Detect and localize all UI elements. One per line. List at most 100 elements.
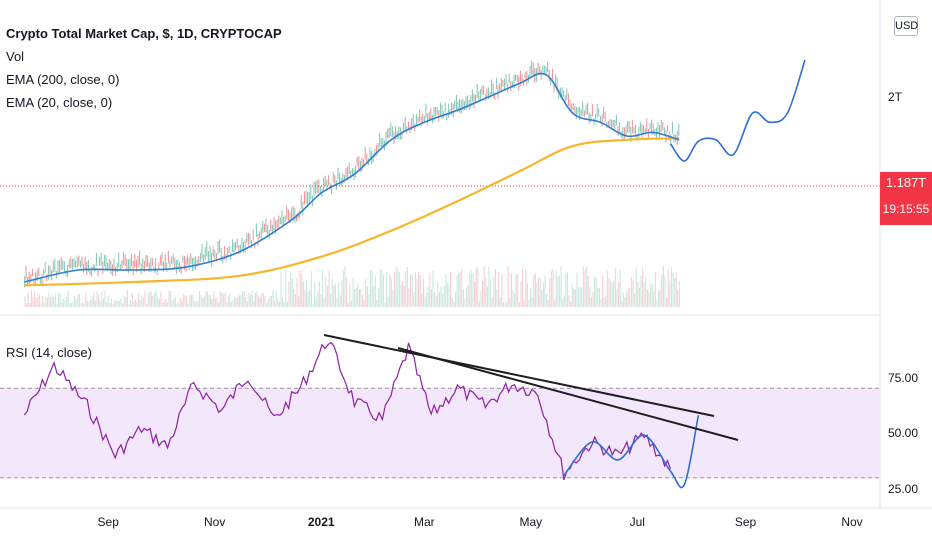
symbol-title[interactable]: Crypto Total Market Cap, $, 1D, CRYPTOCA…	[6, 26, 282, 41]
time-axis[interactable]: Sep Nov 2021 Mar May Jul Sep Nov	[98, 515, 863, 529]
volume-bar	[381, 270, 383, 307]
volume-bar	[387, 296, 389, 307]
volume-bar	[653, 290, 655, 307]
volume-bar	[557, 276, 559, 307]
volume-bar	[438, 292, 440, 307]
volume-bar	[250, 294, 252, 307]
volume-bar	[134, 299, 136, 307]
ema200-line	[24, 137, 680, 287]
volume-bar	[365, 278, 367, 307]
volume-bar	[566, 272, 568, 307]
legend-vol[interactable]: Vol	[6, 49, 25, 64]
main-pane	[0, 59, 880, 307]
volume-bar	[160, 291, 162, 307]
volume-bar	[245, 297, 247, 307]
volume-bar	[499, 298, 501, 307]
volume-bar	[613, 281, 615, 307]
volume-bar	[376, 299, 378, 307]
volume-bar	[125, 296, 127, 307]
volume-bar	[106, 302, 108, 307]
volume-bar	[589, 287, 591, 307]
volume-bar	[672, 272, 674, 307]
volume-bar	[203, 296, 205, 307]
volume-bar	[472, 273, 474, 307]
volume-bar	[354, 288, 356, 307]
currency-button[interactable]: USD	[894, 16, 918, 36]
volume-bar	[144, 290, 146, 307]
volume-bar	[298, 296, 300, 307]
volume-bar	[426, 293, 428, 307]
volume-bar	[430, 289, 432, 307]
volume-bar	[258, 295, 260, 307]
volume-bar	[542, 282, 544, 307]
volume-bar	[379, 269, 381, 307]
volume-bar	[661, 274, 663, 307]
legend-ema200[interactable]: EMA (200, close, 0)	[6, 72, 120, 87]
volume-bar	[406, 266, 408, 307]
rsi-projection-drawing[interactable]	[563, 414, 700, 489]
rsi-trendline-1[interactable]	[323, 334, 715, 417]
volume-bar	[74, 295, 76, 307]
volume-bar	[574, 289, 576, 307]
volume-bar	[35, 298, 37, 307]
volume-bar	[654, 272, 656, 307]
volume-bar	[126, 290, 128, 307]
volume-bar	[174, 297, 176, 307]
volume-bar	[485, 278, 487, 307]
volume-bar	[302, 280, 304, 307]
volume-bar	[621, 300, 623, 307]
legend-rsi[interactable]: RSI (14, close)	[6, 345, 92, 360]
volume-bar	[88, 301, 90, 307]
volume-bar	[355, 288, 357, 307]
volume-bar	[251, 290, 253, 307]
volume-bar	[229, 292, 231, 307]
ema20-line	[24, 72, 680, 283]
time-tick-may: May	[519, 515, 542, 529]
volume-bar	[610, 281, 612, 307]
volume-bar	[424, 296, 426, 307]
volume-bar	[243, 291, 245, 307]
volume-bar	[85, 292, 87, 307]
rsi-legend: RSI (14, close)	[6, 341, 92, 364]
volume-bar	[195, 302, 197, 307]
volume-bar	[275, 290, 277, 307]
rsi-trendline-2[interactable]	[397, 347, 739, 441]
bar-countdown: 19:15:55	[880, 193, 932, 225]
volume-bar	[328, 270, 330, 307]
volume-bar	[346, 277, 348, 307]
volume-bar	[347, 303, 349, 307]
volume-bar	[254, 293, 256, 307]
volume-bar	[539, 277, 541, 307]
volume-bar	[280, 272, 282, 307]
volume-bar	[232, 299, 234, 307]
legend-ema20[interactable]: EMA (20, close, 0)	[6, 95, 113, 110]
volume-bar	[595, 278, 597, 307]
volume-bar	[118, 301, 120, 307]
volume-bar	[608, 278, 610, 307]
volume-bar	[374, 275, 376, 307]
volume-bar	[114, 300, 116, 307]
volume-bar	[133, 301, 135, 307]
volume-bar	[336, 297, 338, 307]
volume-bar	[667, 268, 669, 307]
volume-bar	[112, 304, 114, 307]
volume-bar	[645, 277, 647, 307]
volume-bar	[165, 299, 167, 307]
volume-bar	[530, 287, 532, 307]
volume-bar	[549, 278, 551, 307]
projection-drawing[interactable]	[669, 59, 806, 162]
volume-bar	[634, 293, 636, 307]
volume-bar	[152, 295, 154, 307]
volume-bar	[181, 300, 183, 307]
volume-bar	[166, 302, 168, 307]
volume-bar	[581, 287, 583, 307]
volume-bar	[93, 292, 95, 307]
volume-bar	[24, 296, 26, 307]
volume-bar	[306, 280, 308, 307]
volume-bar	[488, 266, 490, 307]
volume-bar	[286, 301, 288, 307]
volume-bar	[640, 275, 642, 307]
volume-bar	[78, 293, 80, 307]
volume-bar	[64, 300, 66, 307]
